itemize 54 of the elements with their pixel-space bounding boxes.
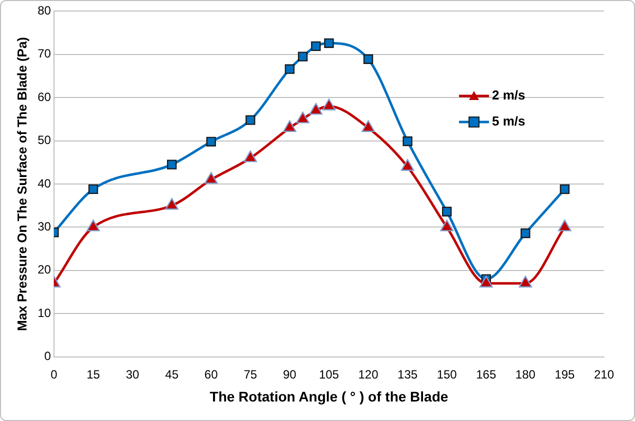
y-tick-label: 80 — [38, 4, 52, 18]
point — [400, 159, 414, 171]
x-tick-label: 165 — [476, 367, 496, 382]
point — [402, 136, 412, 146]
x-tick-label: 105 — [318, 367, 340, 382]
point — [311, 41, 321, 52]
x-tick-label: 120 — [358, 367, 379, 382]
point — [322, 98, 336, 110]
x-tick-label: 180 — [515, 367, 536, 382]
x-tick-label: 45 — [165, 367, 179, 382]
x-tick-label: 210 — [594, 367, 614, 382]
point — [88, 184, 98, 194]
x-axis-title: The Rotation Angle ( ° ) of the Blade — [210, 388, 448, 404]
y-tick-label: 30 — [38, 220, 52, 234]
y-tick-label: 0 — [44, 349, 52, 364]
x-tick-label: 15 — [86, 367, 100, 382]
y-tick-label: 10 — [38, 306, 52, 320]
legend-label: 5 m/s — [492, 114, 526, 129]
y-tick-label: 20 — [38, 262, 52, 277]
point — [362, 120, 375, 132]
point — [206, 136, 216, 147]
point — [520, 228, 530, 238]
legend-label: 2 m/s — [492, 88, 526, 103]
point — [363, 54, 374, 64]
y-tick-label: 40 — [38, 176, 52, 190]
y-axis-title: Max Pressure On The Surface of The Blade (Pa) — [14, 36, 30, 332]
point — [440, 220, 454, 232]
point — [244, 150, 258, 162]
point — [558, 220, 572, 232]
point — [246, 115, 256, 125]
point — [560, 184, 570, 194]
point — [284, 64, 295, 74]
x-tick-label: 90 — [283, 367, 297, 382]
x-tick-label: 30 — [126, 367, 140, 382]
point — [324, 38, 334, 48]
x-tick-label: 60 — [204, 367, 218, 382]
point — [309, 102, 323, 115]
point — [479, 276, 493, 288]
point — [204, 172, 218, 184]
point — [442, 206, 452, 216]
point — [86, 220, 100, 232]
y-tick-label: 50 — [38, 133, 52, 148]
x-tick-label: 135 — [398, 367, 418, 382]
x-tick-label: 150 — [436, 367, 458, 382]
x-tick-label: 195 — [554, 367, 576, 382]
y-tick-label: 60 — [38, 90, 52, 104]
point — [283, 120, 296, 132]
point — [166, 160, 177, 170]
point — [165, 198, 178, 210]
x-tick-label: 75 — [244, 367, 258, 382]
point — [296, 112, 310, 124]
y-tick-label: 70 — [38, 46, 52, 61]
point — [298, 52, 308, 62]
point — [518, 276, 532, 288]
